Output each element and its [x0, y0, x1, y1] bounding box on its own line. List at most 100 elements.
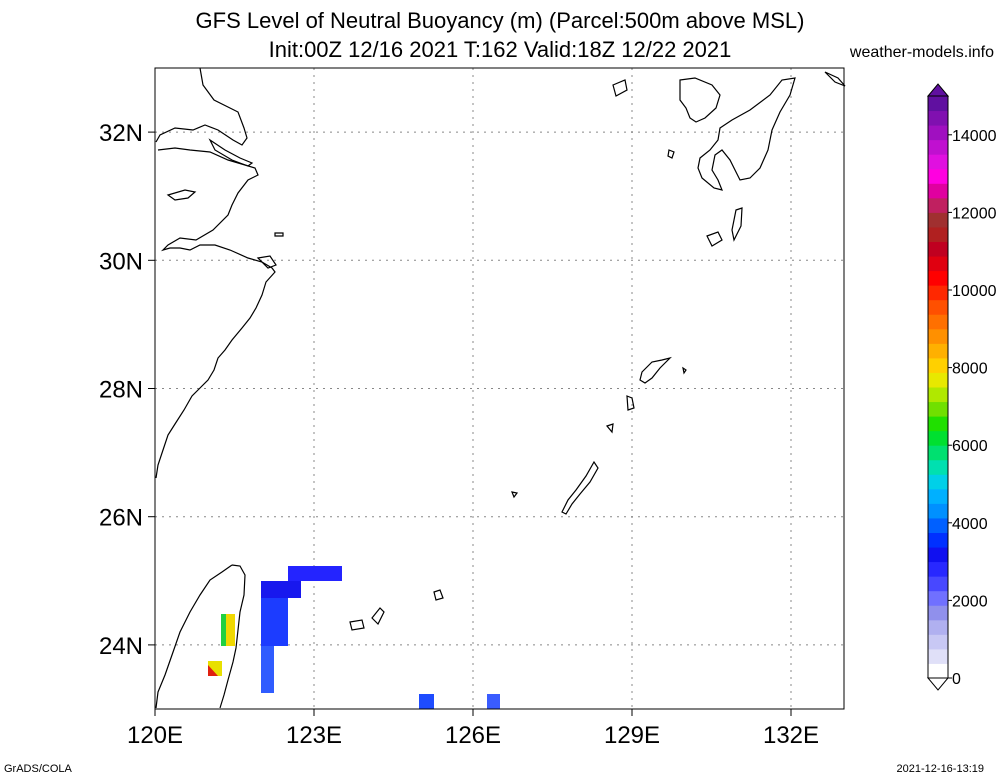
colorbar-swatch: [928, 648, 948, 664]
colorbar-max-arrow: [926, 83, 950, 97]
lat-lon-grid: [154, 68, 844, 709]
colorbar-frame: [927, 95, 949, 679]
shade-cell: [221, 614, 226, 646]
colorbar-swatch: [928, 139, 948, 155]
colorbar-swatch: [928, 445, 948, 461]
axis-ticks: 120E 123E 126E 129E 132E 32N 30N 28N 26N 24N: [99, 120, 819, 749]
colorbar-swatch: [928, 503, 948, 519]
colorbar-swatch: [928, 532, 948, 548]
colorbar-swatch: [928, 343, 948, 359]
title-line-1: GFS Level of Neutral Buoyancy (m) (Parce…: [195, 8, 805, 33]
colorbar-label: 2000: [952, 593, 988, 610]
title-line-2: Init:00Z 12/16 2021 T:162 Valid:18Z 12/2…: [268, 37, 732, 62]
colorbar-swatch: [928, 372, 948, 388]
y-tick-label: 30N: [99, 248, 143, 275]
island: [433, 589, 444, 601]
site-credit: weather-models.info: [849, 44, 994, 61]
colorbar-swatch: [928, 328, 948, 344]
y-tick-label: 26N: [99, 505, 143, 532]
island: [626, 395, 635, 411]
okinawa-island: [561, 460, 599, 515]
colorbar-swatch: [928, 488, 948, 504]
colorbar-swatch: [928, 576, 948, 592]
colorbar-swatch: [928, 256, 948, 272]
amami-island: [639, 356, 672, 384]
colorbar-swatch: [928, 401, 948, 417]
colorbar-swatch: [928, 270, 948, 286]
y-tick-label: 32N: [99, 120, 143, 147]
island: [667, 149, 675, 159]
colorbar-swatch: [928, 110, 948, 126]
colorbar-label: 10000: [952, 283, 997, 300]
colorbar-min-arrow: [926, 677, 950, 691]
colorbar-label: 4000: [952, 516, 988, 533]
y-tick-label: 28N: [99, 377, 143, 404]
colorbar-swatch: [928, 605, 948, 621]
colorbar-swatch: [928, 561, 948, 577]
colorbar-label: 6000: [952, 438, 988, 455]
colorbar-swatch: [928, 285, 948, 301]
colorbar-swatch: [928, 387, 948, 403]
colorbar-swatch: [928, 183, 948, 199]
colorbar-swatch: [928, 590, 948, 606]
colorbar-label: 12000: [952, 205, 997, 222]
island: [349, 619, 365, 631]
colorbar-swatch: [928, 299, 948, 315]
island: [511, 491, 519, 499]
island: [274, 232, 284, 237]
colorbar-swatch: [928, 547, 948, 563]
island: [208, 138, 254, 167]
colorbar: 0 2000 4000 6000 8000 10000 12000 14000: [926, 83, 997, 691]
taiwan-coast: [155, 564, 246, 709]
colorbar-swatch: [928, 416, 948, 432]
x-tick-label: 126E: [445, 722, 501, 749]
island: [731, 207, 743, 242]
colorbar-swatch: [928, 241, 948, 257]
kyushu-coast: [679, 77, 721, 123]
colorbar-swatch: [928, 430, 948, 446]
island: [371, 607, 385, 626]
island: [824, 71, 846, 87]
shade-cell: [261, 581, 301, 598]
x-tick-label: 132E: [763, 722, 819, 749]
colorbar-swatch: [928, 314, 948, 330]
china-coast: [155, 67, 276, 479]
shade-cell: [288, 566, 342, 581]
colorbar-label: 8000: [952, 361, 988, 378]
colorbar-swatch: [928, 517, 948, 533]
shade-cell: [261, 598, 288, 646]
colorbar-swatch: [928, 634, 948, 650]
colorbar-swatch: [928, 96, 948, 112]
island: [612, 79, 628, 97]
x-tick-label: 129E: [604, 722, 660, 749]
island: [605, 423, 614, 434]
island: [706, 231, 723, 247]
shade-cell: [419, 694, 434, 709]
coastlines: [155, 67, 846, 709]
colorbar-swatch: [928, 154, 948, 170]
shade-cell: [261, 646, 274, 693]
colorbar-swatch: [928, 357, 948, 373]
colorbar-swatch: [928, 459, 948, 475]
colorbar-swatch: [928, 619, 948, 635]
colorbar-swatch: [928, 168, 948, 184]
colorbar-swatch: [928, 226, 948, 242]
y-tick-label: 24N: [99, 633, 143, 660]
colorbar-swatch: [928, 474, 948, 490]
island: [166, 189, 197, 201]
colorbar-label: 0: [952, 671, 961, 688]
kyushu-coast: [697, 77, 796, 191]
colorbar-swatch: [928, 197, 948, 213]
shade-cell: [208, 665, 218, 676]
x-tick-label: 120E: [127, 722, 183, 749]
colorbar-label: 14000: [952, 128, 997, 145]
colorbar-swatch: [928, 212, 948, 228]
buoyancy-shading: [208, 566, 500, 709]
shade-cell: [487, 694, 500, 709]
island: [682, 366, 687, 375]
colorbar-swatch: [928, 125, 948, 141]
footer-software-credit: GrADS/COLA: [4, 763, 72, 775]
footer-timestamp: 2021-12-16-13:19: [896, 763, 984, 775]
island: [256, 255, 277, 269]
